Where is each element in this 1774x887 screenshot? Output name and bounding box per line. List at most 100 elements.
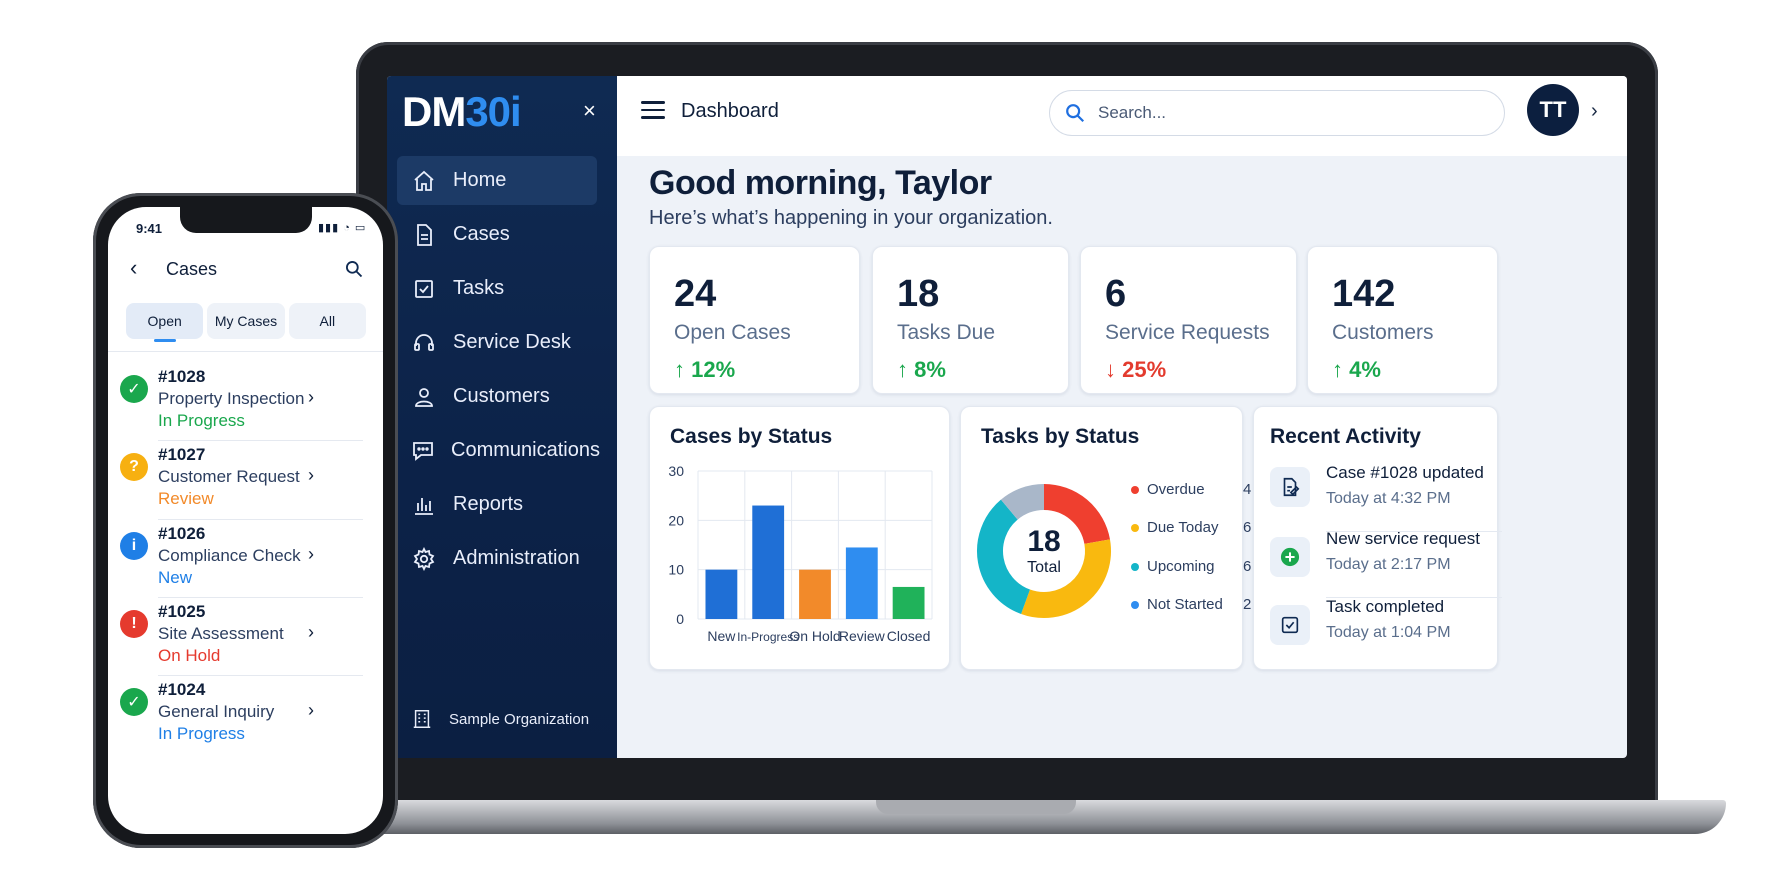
organization-switcher[interactable]: Sample Organization bbox=[411, 708, 589, 730]
legend-item-due-today: Due Today 6 bbox=[1131, 519, 1251, 536]
donut-slice bbox=[977, 499, 1031, 614]
chevron-right-icon: › bbox=[308, 700, 314, 720]
check-square-icon bbox=[1270, 605, 1310, 645]
greeting-heading: Good morning, Taylor bbox=[649, 164, 992, 202]
stat-card-open-cases[interactable]: 24 Open Cases ↑ 12% bbox=[649, 246, 860, 394]
divider bbox=[158, 675, 363, 676]
sidebar-item-label: Administration bbox=[453, 547, 580, 569]
stat-card-customers[interactable]: 142 Customers ↑ 4% bbox=[1307, 246, 1498, 394]
case-list-item[interactable]: ✓ #1028 Property Inspection In Progress … bbox=[108, 367, 383, 445]
gear-icon bbox=[411, 546, 437, 572]
panel-title: Cases by Status bbox=[670, 425, 833, 448]
divider bbox=[1326, 597, 1502, 598]
close-sidebar-icon[interactable]: × bbox=[583, 98, 596, 123]
check-circle-icon: ✓ bbox=[120, 375, 148, 403]
chat-icon bbox=[411, 438, 435, 464]
stat-label: Service Requests bbox=[1105, 321, 1270, 344]
tasks-by-status-panel: Tasks by Status 18 Total Overdue 4 Due T… bbox=[960, 406, 1251, 670]
search-icon[interactable] bbox=[344, 259, 364, 284]
phone-page-title: Cases bbox=[166, 259, 218, 279]
activity-item[interactable]: Task completed Today at 1:04 PM bbox=[1270, 597, 1484, 661]
hamburger-menu-icon[interactable] bbox=[641, 101, 665, 123]
activity-item[interactable]: New service request Today at 2:17 PM bbox=[1270, 529, 1484, 593]
chevron-right-icon: › bbox=[308, 387, 314, 407]
edit-document-icon bbox=[1270, 467, 1310, 507]
tab-my-cases[interactable]: My Cases bbox=[207, 303, 285, 339]
document-icon bbox=[411, 222, 437, 248]
legend-value: 2 bbox=[1243, 596, 1252, 613]
phone-tabs: Open My Cases All bbox=[126, 303, 366, 339]
stat-value: 24 bbox=[674, 273, 717, 315]
chevron-right-icon: › bbox=[308, 622, 314, 642]
cases-by-status-panel: Cases by Status 0 10 20 30 New In-Progress On … bbox=[649, 406, 950, 670]
tab-open[interactable]: Open bbox=[126, 303, 204, 339]
search-bar[interactable] bbox=[1049, 90, 1505, 136]
activity-time: Today at 1:04 PM bbox=[1326, 624, 1451, 641]
top-header: Dashboard TT › bbox=[617, 76, 1627, 156]
bar bbox=[799, 569, 831, 619]
sidebar-item-reports[interactable]: Reports bbox=[397, 480, 597, 529]
logo-accent-text: 30i bbox=[465, 88, 521, 135]
sidebar-item-administration[interactable]: Administration bbox=[397, 534, 597, 583]
case-name: General Inquiry bbox=[158, 702, 275, 721]
stat-label: Customers bbox=[1332, 321, 1434, 344]
checkbox-icon bbox=[411, 276, 437, 302]
home-icon bbox=[411, 168, 437, 194]
sidebar-item-service-desk[interactable]: Service Desk bbox=[397, 318, 597, 367]
case-list-item[interactable]: ? #1027 Customer Request Review › bbox=[108, 445, 383, 523]
stat-label: Open Cases bbox=[674, 321, 791, 344]
case-number: #1024 bbox=[158, 680, 206, 699]
case-status: On Hold bbox=[158, 646, 221, 665]
bar bbox=[752, 505, 785, 619]
case-number: #1027 bbox=[158, 445, 206, 464]
phone-status-time: 9:41 bbox=[136, 221, 163, 236]
app-logo[interactable]: DM30i bbox=[402, 88, 522, 136]
stat-card-tasks-due[interactable]: 18 Tasks Due ↑ 8% bbox=[872, 246, 1069, 394]
stat-card-service-requests[interactable]: 6 Service Requests ↓ 25% bbox=[1080, 246, 1297, 394]
back-arrow-icon[interactable]: ‹ bbox=[130, 255, 138, 280]
panel-title: Tasks by Status bbox=[981, 425, 1140, 448]
legend-value: 6 bbox=[1243, 558, 1252, 575]
sidebar-item-home[interactable]: Home bbox=[397, 156, 597, 205]
phone-notch bbox=[180, 207, 312, 233]
case-name: Site Assessment bbox=[158, 624, 284, 643]
case-status: New bbox=[158, 568, 193, 587]
donut-slice bbox=[1000, 484, 1045, 520]
case-list-item[interactable]: ✓ #1024 General Inquiry In Progress › bbox=[108, 680, 383, 758]
active-tab-indicator bbox=[154, 339, 176, 342]
x-tick-label: Closed bbox=[887, 628, 931, 644]
sidebar-item-tasks[interactable]: Tasks bbox=[397, 264, 597, 313]
donut-total-label: Total bbox=[1027, 559, 1061, 576]
legend-dot bbox=[1131, 523, 1139, 532]
phone-screen: 9:41 ▮▮▮ ◔ ▭ ‹ Cases Open My Cases All ✓… bbox=[108, 207, 383, 834]
search-input[interactable] bbox=[1098, 103, 1478, 123]
page-title: Dashboard bbox=[681, 100, 779, 122]
check-circle-icon: ✓ bbox=[120, 688, 148, 716]
activity-title: New service request bbox=[1326, 529, 1481, 548]
case-list-item[interactable]: i #1026 Compliance Check New › bbox=[108, 524, 383, 602]
sidebar-item-label: Customers bbox=[453, 385, 550, 407]
sidebar-item-cases[interactable]: Cases bbox=[397, 210, 597, 259]
case-status: Review bbox=[158, 489, 214, 508]
stat-value: 142 bbox=[1332, 273, 1396, 315]
activity-item[interactable]: Case #1028 updated Today at 4:32 PM bbox=[1270, 463, 1484, 527]
legend-item-upcoming: Upcoming 6 bbox=[1131, 558, 1251, 575]
sidebar-item-customers[interactable]: Customers bbox=[397, 372, 597, 421]
tasks-donut-chart bbox=[977, 484, 1111, 618]
info-circle-icon: i bbox=[120, 532, 148, 560]
user-icon bbox=[411, 384, 437, 410]
tab-all[interactable]: All bbox=[288, 303, 366, 339]
case-list-item[interactable]: ! #1025 Site Assessment On Hold › bbox=[108, 602, 383, 680]
search-icon bbox=[1066, 104, 1085, 123]
organization-name: Sample Organization bbox=[449, 710, 590, 728]
user-avatar[interactable]: TT bbox=[1527, 84, 1579, 136]
case-status: In Progress bbox=[158, 411, 245, 430]
sidebar-item-communications[interactable]: Communications bbox=[397, 426, 600, 475]
chevron-right-icon[interactable]: › bbox=[1591, 100, 1598, 122]
divider bbox=[158, 597, 363, 598]
donut-slice bbox=[1043, 484, 1110, 545]
sidebar-item-label: Cases bbox=[453, 223, 510, 245]
laptop-screen: DM30i × Home Cases Tasks Service Desk Cu… bbox=[387, 76, 1627, 758]
legend-label: Overdue bbox=[1147, 481, 1205, 498]
